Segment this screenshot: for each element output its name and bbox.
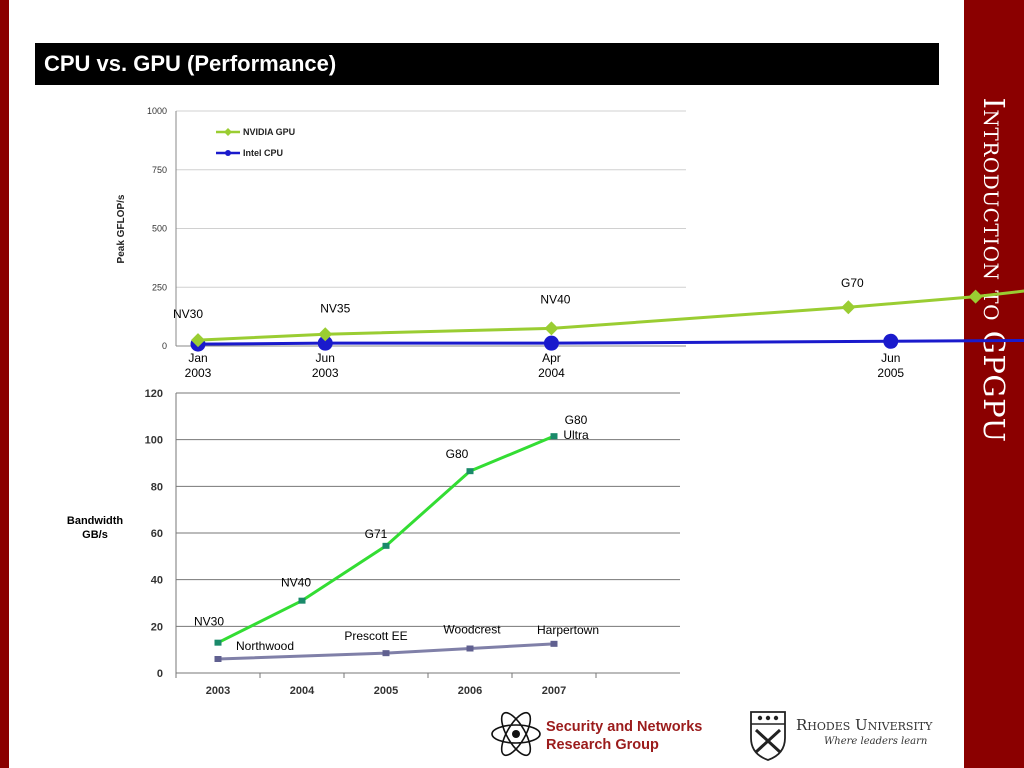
data-annotation: G80 bbox=[446, 447, 469, 461]
x-tick-label: 2006 bbox=[458, 685, 482, 697]
snrg-name-line2: Research Group bbox=[546, 737, 659, 753]
x-tick-label: Jun 2005 bbox=[877, 351, 904, 380]
legend-label-gpu: NVIDIA GPU bbox=[243, 127, 295, 137]
data-annotation: NV35 bbox=[320, 301, 350, 315]
data-annotation: NV30 bbox=[194, 615, 224, 629]
snrg-name-line1: Security and Networks bbox=[546, 719, 703, 735]
gpu-data-point bbox=[550, 433, 558, 440]
gpu-data-point bbox=[298, 597, 306, 604]
gflops-chart: 0 250 500 750 1000 Peak GFLOP/s Jan 2003 Jun 2003… bbox=[116, 106, 1024, 380]
y-tick-label: 250 bbox=[152, 282, 167, 292]
gpu-data-point bbox=[318, 327, 333, 342]
cpu-data-point bbox=[317, 335, 333, 351]
gpu-data-point bbox=[841, 300, 856, 315]
rhodes-name: Rhodes University bbox=[796, 716, 933, 734]
cpu-data-point bbox=[214, 656, 222, 662]
data-annotation: NV40 bbox=[540, 292, 570, 306]
y-axis-label: Bandwidth GB/s bbox=[67, 515, 123, 541]
slide-title: CPU vs. GPU (Performance) bbox=[44, 51, 337, 76]
data-annotation: G71 bbox=[365, 527, 388, 541]
gpu-data-point bbox=[544, 321, 559, 336]
y-tick-label: 20 bbox=[151, 621, 163, 633]
series-line-cpu-bandwidth bbox=[217, 642, 555, 661]
x-tick-label: 2005 bbox=[374, 685, 398, 697]
y-tick-label: 1000 bbox=[147, 106, 167, 116]
x-tick-label: 2007 bbox=[542, 685, 566, 697]
data-annotation: G80 Ultra bbox=[563, 413, 589, 442]
rhodes-tagline: Where leaders learn bbox=[824, 736, 928, 747]
data-annotation: Woodcrest bbox=[443, 623, 501, 637]
cpu-data-point bbox=[543, 335, 559, 351]
y-tick-label: 40 bbox=[151, 575, 163, 587]
y-axis-label: Peak GFLOP/s bbox=[116, 194, 127, 263]
right-accent-bar bbox=[964, 0, 1024, 768]
gpu-data-point bbox=[191, 333, 205, 348]
data-annotation: Northwood bbox=[236, 639, 294, 653]
data-annotation: NV40 bbox=[281, 576, 311, 590]
data-annotation: G70 bbox=[841, 276, 864, 290]
series-line-nvidia-gpu bbox=[197, 289, 1024, 342]
gpu-data-point bbox=[214, 639, 222, 646]
x-tick-label: Jan 2003 bbox=[185, 351, 212, 380]
legend-marker-gpu bbox=[224, 128, 232, 136]
gpu-data-point bbox=[968, 289, 983, 304]
rhodes-logo: Rhodes University Where leaders learn bbox=[748, 708, 948, 764]
left-accent-bar bbox=[0, 0, 9, 768]
y-tick-label: 750 bbox=[152, 165, 167, 175]
shield-crest-icon bbox=[750, 711, 786, 761]
cpu-data-point bbox=[466, 645, 474, 652]
legend-marker-cpu bbox=[225, 150, 231, 156]
title-bar: CPU vs. GPU (Performance) bbox=[35, 43, 939, 85]
cpu-data-point bbox=[883, 333, 899, 349]
x-tick-label: 2003 bbox=[206, 685, 230, 697]
data-annotation: NV30 bbox=[173, 307, 203, 321]
y-tick-label: 0 bbox=[157, 668, 163, 680]
bandwidth-chart: 0 20 40 60 80 100 120 2003 2004 2005 2006 2007 Bandw… bbox=[67, 388, 680, 697]
data-annotation: Prescott EE bbox=[344, 629, 407, 643]
gpu-data-point bbox=[466, 468, 474, 475]
data-annotation: Harpertown bbox=[537, 623, 599, 637]
cpu-data-point bbox=[382, 650, 390, 657]
cpu-data-point bbox=[550, 640, 558, 647]
y-tick-label: 500 bbox=[152, 224, 167, 234]
legend-label-cpu: Intel CPU bbox=[243, 148, 283, 158]
y-tick-label: 0 bbox=[162, 341, 167, 351]
snrg-logo: Security and Networks Research Group bbox=[488, 708, 738, 764]
y-tick-label: 80 bbox=[151, 481, 163, 493]
x-tick-label: Apr 2004 bbox=[538, 351, 565, 380]
y-tick-label: 120 bbox=[145, 388, 163, 400]
gpu-data-point bbox=[382, 542, 390, 549]
y-tick-label: 100 bbox=[145, 435, 163, 447]
x-tick-label: Jun 2003 bbox=[312, 351, 339, 380]
y-tick-label: 60 bbox=[151, 528, 163, 540]
atom-icon bbox=[491, 711, 541, 757]
x-tick-label: 2004 bbox=[290, 685, 315, 697]
